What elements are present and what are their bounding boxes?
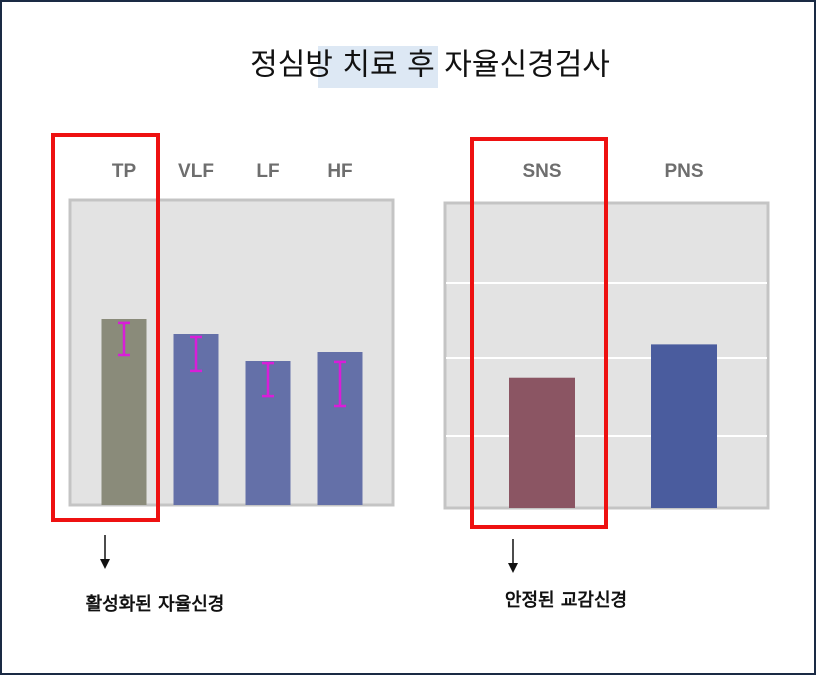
page-title: 정심방 치료 후 자율신경검사 [250,48,610,83]
highlight-box [470,137,608,529]
error-bar [118,321,130,357]
bar [509,377,575,508]
bar [651,344,717,508]
annotation: 활성화된 자율신경 [86,594,225,615]
category-label: PNS [664,161,703,182]
category-label: LF [256,161,279,182]
highlight [318,46,438,88]
arrow [508,539,518,573]
highlight-box [51,133,160,522]
category-label: HF [327,161,352,182]
error-bar [334,360,346,408]
error-bar [262,361,274,398]
error-bar [190,335,202,373]
category-label: SNS [522,161,561,182]
arrow [100,535,110,569]
marks: TP VLF LF HF SNS PNS [101,161,717,508]
annotation: 안정된 교감신경 [505,590,627,611]
category-label: TP [112,161,137,182]
category-label: VLF [178,161,214,182]
